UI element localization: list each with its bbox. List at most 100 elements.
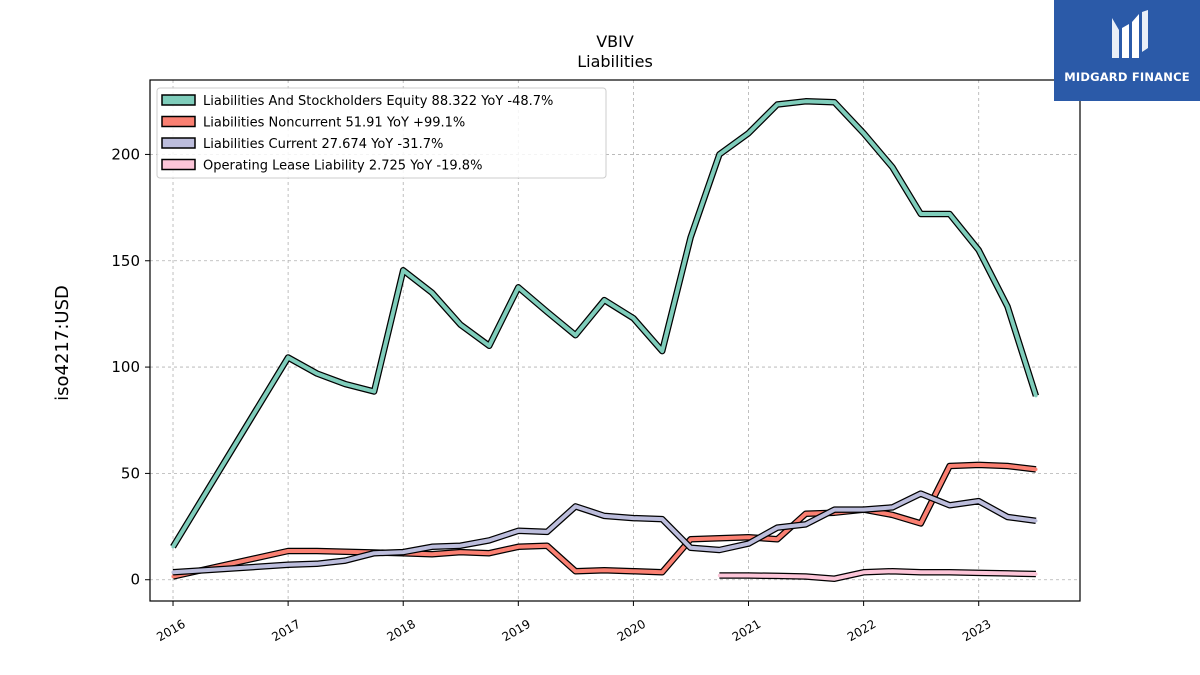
data-point [286, 355, 290, 360]
series-line [171, 99, 1038, 548]
data-point [430, 552, 434, 556]
data-point [171, 574, 175, 579]
data-point [919, 521, 923, 526]
chart-legend[interactable]: Liabilities And Stockholders Equity 88.3… [156, 87, 607, 179]
data-point [948, 212, 952, 216]
legend-label: Liabilities Noncurrent 51.91 YoY +99.1% [203, 116, 465, 131]
data-point [775, 102, 779, 107]
data-point [343, 550, 347, 554]
data-point [516, 545, 520, 549]
data-point [717, 573, 722, 578]
data-point [919, 570, 923, 574]
data-point [573, 569, 578, 573]
data-point [804, 574, 808, 579]
series-line-outline [172, 490, 1037, 576]
data-point [171, 570, 175, 574]
data-point [171, 545, 175, 549]
data-point [631, 516, 636, 520]
data-point [660, 517, 664, 521]
legend-item[interactable]: Liabilities Current 27.674 YoY -31.7% [161, 137, 443, 152]
y-tick-label: 100 [111, 358, 140, 376]
x-tick-label: 2019 [500, 617, 533, 644]
legend-item[interactable]: Operating Lease Liability 2.725 YoY -19.… [161, 159, 482, 174]
legend-box [156, 87, 607, 179]
x-tick-label: 2023 [960, 617, 993, 644]
data-point [717, 548, 722, 552]
midgard-finance-logo: MIDGARD FINANCE [1054, 0, 1200, 101]
data-point [602, 568, 606, 572]
logo-mark-icon [1112, 10, 1148, 58]
data-point [545, 530, 549, 534]
data-point [458, 323, 462, 327]
y-tick-label: 150 [111, 252, 140, 270]
series-operating-lease-liability [717, 567, 1038, 582]
data-point [1034, 519, 1038, 523]
x-tick-label: 2018 [384, 617, 417, 644]
data-point [862, 570, 866, 574]
data-point [1034, 394, 1038, 398]
data-point [832, 508, 837, 512]
data-point [775, 526, 779, 530]
logo-text: MIDGARD FINANCE [1064, 70, 1190, 84]
data-point [401, 268, 405, 272]
data-point [746, 131, 751, 135]
data-point [804, 99, 808, 103]
data-point [775, 574, 779, 578]
data-point [862, 131, 866, 135]
data-point [948, 464, 952, 468]
data-point [1005, 571, 1010, 576]
data-point [545, 544, 549, 548]
data-point [430, 291, 434, 295]
data-point [977, 463, 981, 467]
data-point [977, 571, 981, 575]
series-line [719, 569, 1036, 581]
data-point [286, 549, 290, 553]
data-point [487, 344, 491, 348]
series-line [172, 462, 1037, 579]
x-tick-label: 2022 [845, 617, 878, 644]
data-point [804, 512, 808, 516]
x-tick-label: 2020 [615, 617, 648, 644]
data-point [573, 333, 578, 337]
data-point [660, 570, 664, 574]
series-line [172, 491, 1037, 575]
data-point [516, 285, 520, 289]
legend-item[interactable]: Liabilities And Stockholders Equity 88.3… [161, 94, 553, 109]
data-point [573, 504, 578, 508]
plot-frame [149, 79, 1081, 602]
data-point [1005, 515, 1010, 519]
data-point [948, 570, 952, 574]
y-axis-label: iso4217:USD [52, 285, 73, 401]
data-point [315, 562, 319, 566]
data-point [315, 371, 319, 376]
data-point [631, 316, 636, 320]
data-point [487, 538, 491, 543]
legend-label: Liabilities Current 27.674 YoY -31.7% [203, 137, 443, 152]
data-point [746, 573, 751, 578]
data-point [660, 349, 664, 353]
data-point [286, 563, 290, 567]
data-point [372, 389, 376, 394]
data-point [689, 546, 693, 550]
legend-swatch [161, 94, 196, 106]
chart-subtitle: Liabilities [577, 52, 653, 71]
y-tick-label: 50 [121, 464, 140, 482]
data-point [746, 542, 751, 546]
data-point [919, 492, 923, 496]
data-point [1034, 572, 1038, 576]
data-point [775, 537, 779, 541]
data-point [919, 212, 923, 216]
legend-swatch [161, 115, 196, 128]
series-liabilities-current [171, 490, 1038, 576]
data-point [890, 569, 895, 573]
data-point [458, 544, 462, 548]
data-point [832, 100, 837, 104]
data-point [832, 577, 837, 581]
x-tick-label: 2021 [730, 617, 763, 644]
legend-item[interactable]: Liabilities Noncurrent 51.91 YoY +99.1% [161, 115, 465, 131]
data-point [1005, 304, 1010, 309]
data-point [458, 550, 462, 554]
data-point [890, 505, 895, 509]
data-point [890, 165, 895, 169]
